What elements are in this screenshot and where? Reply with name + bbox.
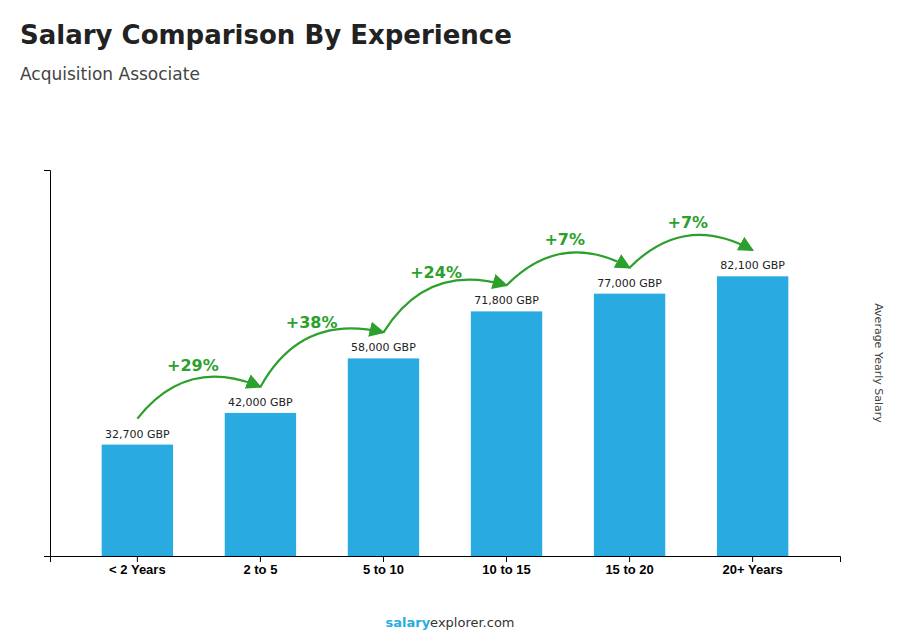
- footer: salaryexplorer.com: [385, 615, 514, 630]
- x-tick: < 2 Years: [109, 556, 166, 577]
- x-tick-mark: [137, 556, 138, 562]
- plot-area: < 2 Years 2 to 5 5 to 10 10 to 15 15 to 20 20…: [44, 171, 841, 578]
- value-label: 42,000 GBP: [228, 396, 293, 409]
- y-axis-title: Average Yearly Salary: [872, 303, 885, 423]
- value-label: 32,700 GBP: [105, 428, 170, 441]
- change-arrow: [260, 328, 383, 387]
- change-arrow: [137, 377, 260, 419]
- x-tick-label: 2 to 5: [243, 562, 277, 577]
- bar: [717, 276, 788, 556]
- x-axis: < 2 Years 2 to 5 5 to 10 10 to 15 15 to 20 20…: [51, 556, 841, 577]
- x-tick: 5 to 10: [363, 556, 404, 577]
- x-tick-mark: [629, 556, 630, 562]
- x-tick-label: 15 to 20: [605, 562, 653, 577]
- y-axis-line: [44, 171, 51, 557]
- change-label: +7%: [544, 230, 585, 249]
- x-tick-label: < 2 Years: [109, 562, 166, 577]
- value-label: 71,800 GBP: [474, 294, 539, 307]
- bar: [594, 294, 665, 556]
- annotations: +29% +38% +24% +7% +7%: [137, 213, 752, 419]
- y-axis: [44, 171, 51, 557]
- subtitle: Acquisition Associate: [20, 64, 200, 84]
- change-label: +38%: [286, 313, 338, 332]
- change-label: +7%: [668, 213, 709, 232]
- change-label: +29%: [167, 356, 219, 375]
- x-tick-mark: [383, 556, 384, 562]
- x-tick: 2 to 5: [243, 556, 277, 577]
- x-tick-mark: [260, 556, 261, 562]
- x-tick-mark: [506, 556, 507, 562]
- change-arrow: [507, 252, 630, 285]
- x-tick-label: 10 to 15: [482, 562, 530, 577]
- x-axis-line: [51, 557, 841, 563]
- bars: [102, 276, 789, 556]
- x-tick-label: 20+ Years: [723, 562, 783, 577]
- title: Salary Comparison By Experience: [20, 20, 512, 50]
- x-tick: 20+ Years: [723, 556, 783, 577]
- change-arrow: [383, 280, 506, 333]
- chart-svg: Salary Comparison By Experience Acquisiti…: [0, 0, 900, 641]
- x-tick: 10 to 15: [482, 556, 530, 577]
- x-tick: 15 to 20: [605, 556, 653, 577]
- bar: [348, 358, 419, 556]
- x-tick-mark: [752, 556, 753, 562]
- change-label: +24%: [410, 263, 462, 282]
- bar: [225, 413, 296, 556]
- x-tick-label: 5 to 10: [363, 562, 404, 577]
- value-label: 82,100 GBP: [720, 259, 785, 272]
- footer-part: salary: [385, 615, 430, 630]
- bar: [102, 445, 173, 556]
- footer-part: explorer.com: [430, 615, 514, 630]
- value-label: 58,000 GBP: [351, 341, 416, 354]
- bar: [471, 311, 542, 556]
- value-label: 77,000 GBP: [597, 277, 662, 290]
- value-labels: 32,700 GBP 42,000 GBP 58,000 GBP 71,800 GBP…: [105, 259, 785, 440]
- change-arrow: [630, 235, 753, 268]
